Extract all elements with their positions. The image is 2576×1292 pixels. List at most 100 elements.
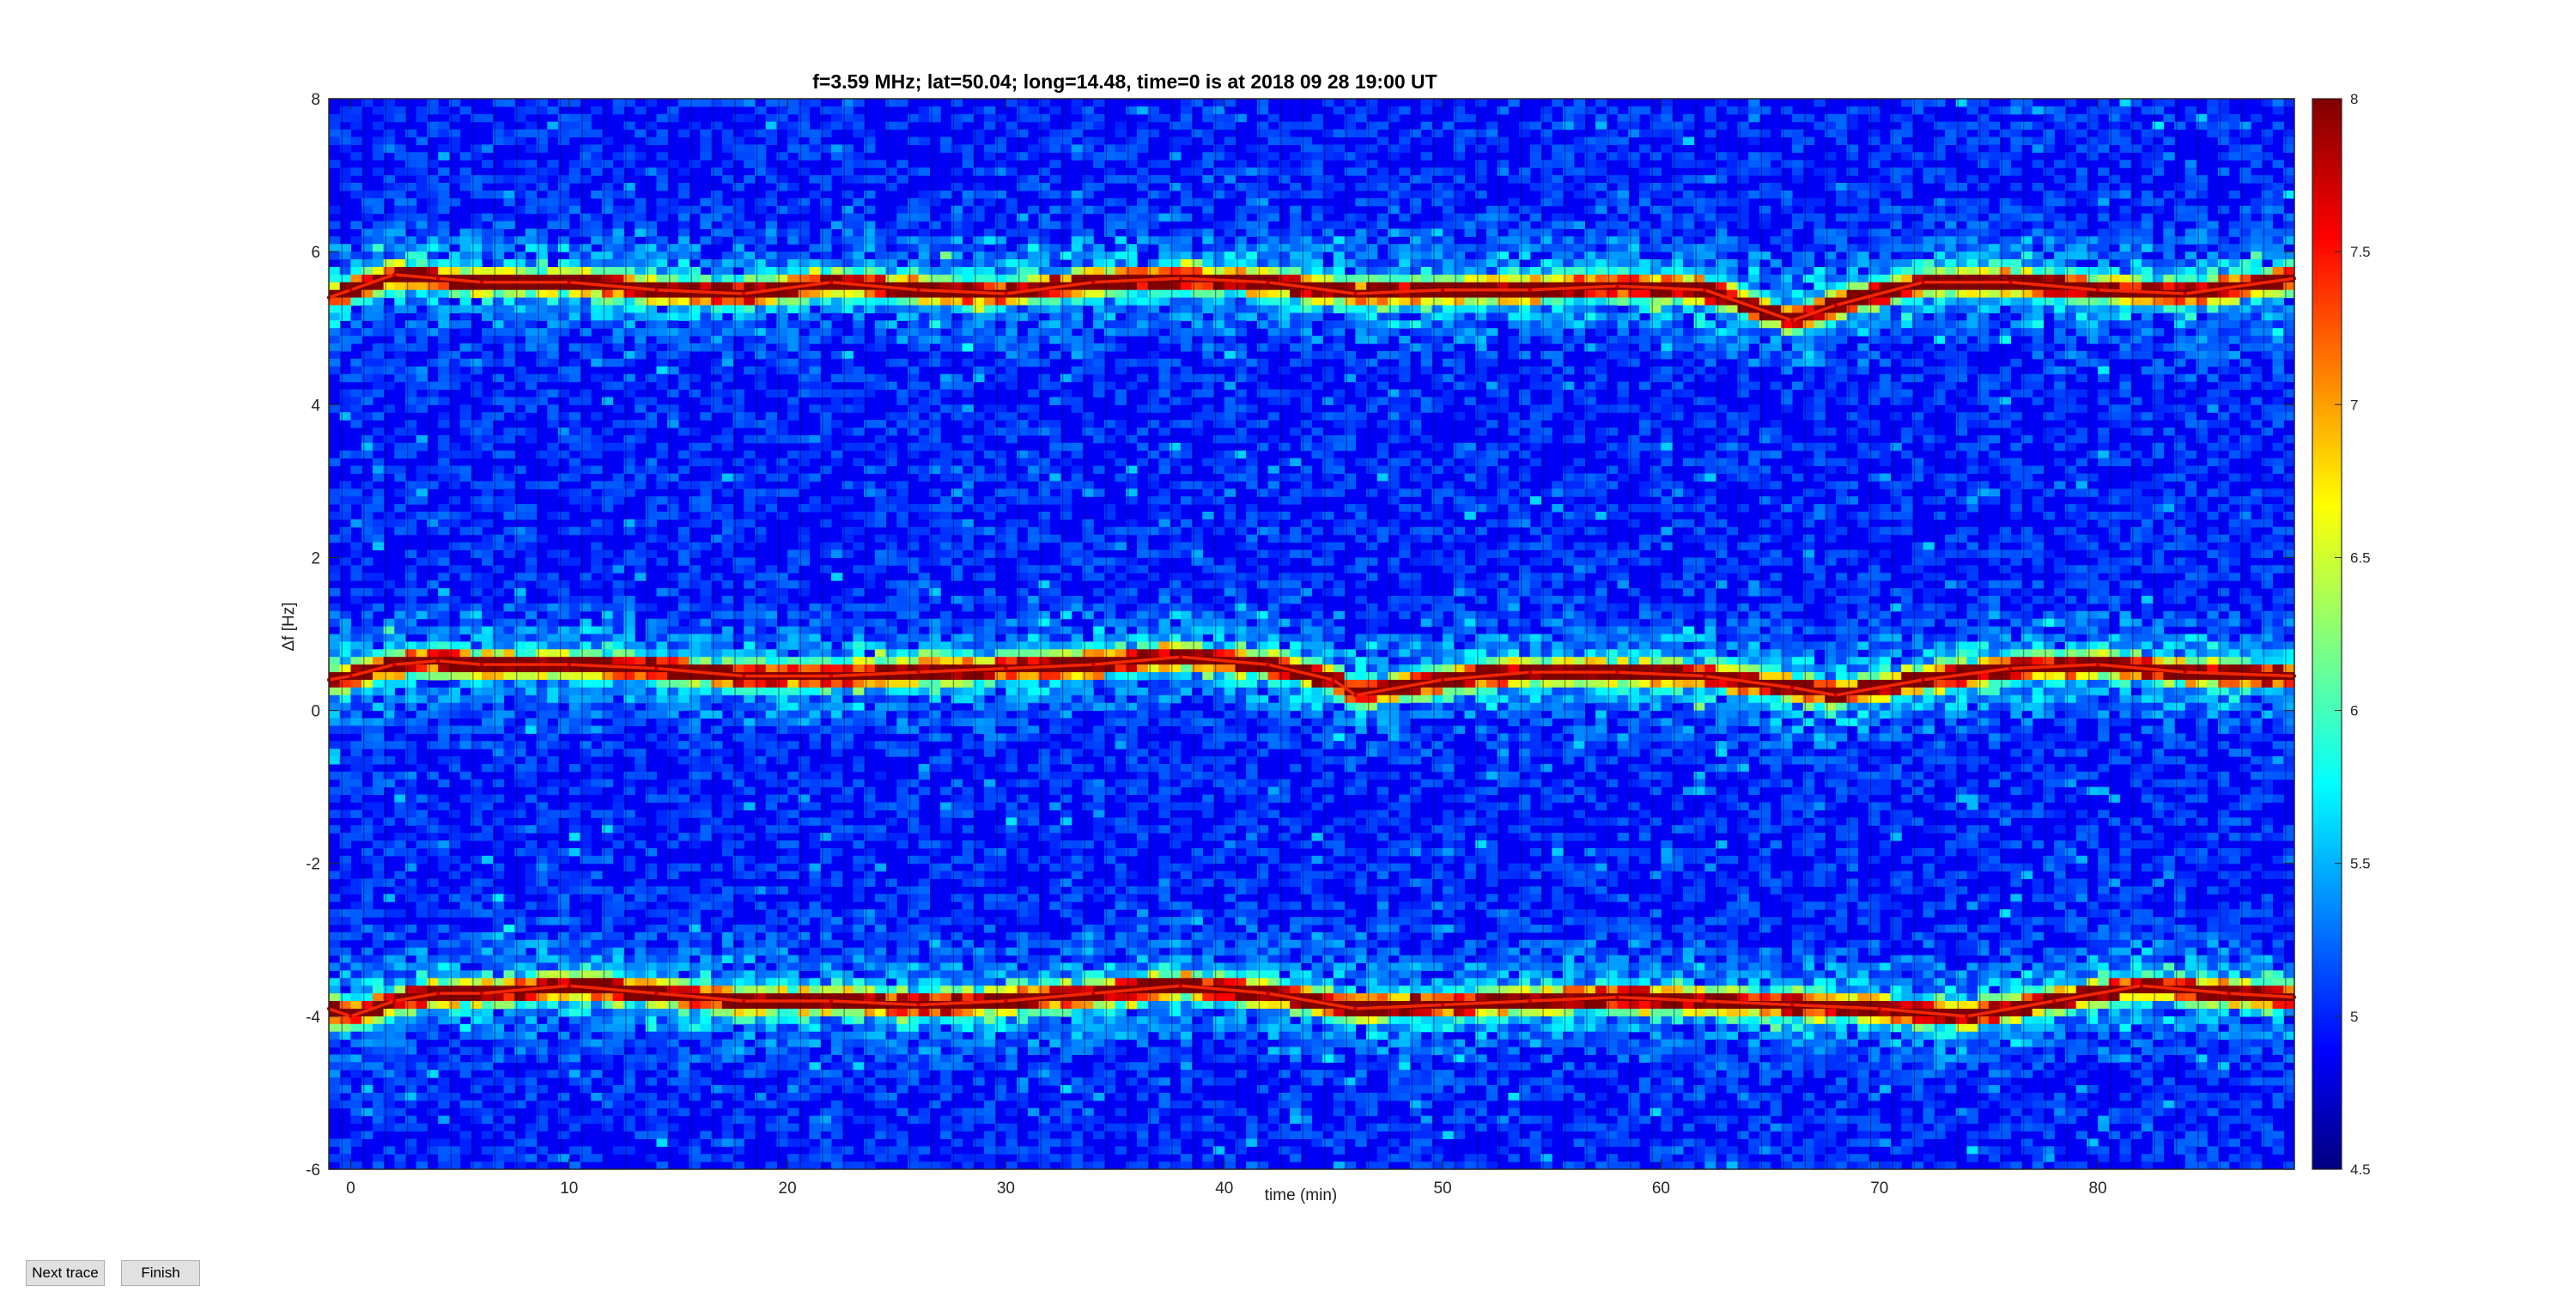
heatmap-cell <box>645 1031 658 1040</box>
heatmap-cell <box>787 259 799 268</box>
heatmap-cell <box>908 1154 920 1162</box>
heatmap-cell <box>896 794 908 803</box>
heatmap-cell <box>536 1107 548 1117</box>
heatmap-cell <box>885 955 897 964</box>
heatmap-cell <box>864 1077 876 1086</box>
heatmap-cell <box>667 870 679 880</box>
heatmap-cell <box>667 320 679 329</box>
heatmap-cell <box>700 542 712 551</box>
heatmap-cell <box>372 786 385 796</box>
heatmap-cell <box>339 1062 351 1071</box>
heatmap-cell <box>831 274 843 283</box>
heatmap-cell <box>471 939 483 949</box>
heatmap-cell <box>547 404 559 413</box>
heatmap-cell <box>558 634 570 642</box>
heatmap-cell <box>558 1009 570 1017</box>
heatmap-cell <box>383 213 395 222</box>
heatmap-cell <box>350 909 362 918</box>
heatmap-cell <box>372 657 385 665</box>
heatmap-cell <box>623 649 635 658</box>
heatmap-cell <box>448 519 461 528</box>
heatmap-cell <box>394 183 406 191</box>
heatmap-cell <box>612 588 624 597</box>
heatmap-cell <box>471 267 483 276</box>
heatmap-cell <box>864 955 876 964</box>
heatmap-cell <box>394 336 406 344</box>
heatmap-cell <box>482 428 494 436</box>
heatmap-cell <box>798 702 811 712</box>
heatmap-cell <box>776 725 788 734</box>
heatmap-cell <box>635 267 647 276</box>
heatmap-cell <box>711 397 723 405</box>
heatmap-cell <box>809 947 821 956</box>
heatmap-cell <box>394 840 406 849</box>
heatmap-cell <box>689 1077 701 1086</box>
heatmap-cell <box>853 336 865 344</box>
heatmap-cell <box>471 786 483 796</box>
heatmap-cell <box>798 289 811 299</box>
heatmap-cell <box>929 970 941 979</box>
heatmap-cell <box>929 1162 941 1170</box>
heatmap-cell <box>416 473 428 482</box>
heatmap-cell <box>755 289 767 299</box>
heatmap-cell <box>558 450 570 459</box>
heatmap-cell <box>645 1077 658 1086</box>
heatmap-cell <box>394 144 406 153</box>
heatmap-cell <box>459 1031 471 1040</box>
heatmap-cell <box>908 343 920 352</box>
heatmap-cell <box>601 672 614 681</box>
heatmap-cell <box>329 756 341 765</box>
heatmap-cell <box>623 1016 635 1025</box>
heatmap-cell <box>361 1085 374 1094</box>
heatmap-cell <box>755 305 767 313</box>
heatmap-cell <box>361 786 374 796</box>
heatmap-cell <box>405 1092 417 1101</box>
heatmap-cell <box>547 993 559 1002</box>
heatmap-cell <box>591 519 603 528</box>
heatmap-cell <box>732 350 744 360</box>
heatmap-cell <box>558 412 570 421</box>
heatmap-cell <box>416 1154 428 1162</box>
heatmap-cell <box>383 634 395 642</box>
heatmap-cell <box>372 297 385 306</box>
heatmap-cell <box>765 687 777 696</box>
heatmap-cell <box>721 297 734 306</box>
heatmap-cell <box>612 894 624 902</box>
heatmap-cell <box>841 825 854 834</box>
heatmap-cell <box>405 519 417 528</box>
heatmap-cell <box>809 1146 821 1155</box>
heatmap-cell <box>448 993 461 1002</box>
heatmap-cell <box>525 289 538 299</box>
heatmap-cell <box>372 305 385 313</box>
heatmap-cell <box>558 679 570 688</box>
heatmap-cell <box>896 710 908 719</box>
heatmap-cell <box>361 672 374 681</box>
heatmap-cell <box>755 1100 767 1109</box>
heatmap-cell <box>809 603 821 612</box>
heatmap-cell <box>339 343 351 352</box>
heatmap-cell <box>635 817 647 826</box>
heatmap-cell <box>448 855 461 864</box>
heatmap-cell <box>755 741 767 749</box>
heatmap-cell <box>601 504 614 513</box>
heatmap-cell <box>329 320 341 329</box>
heatmap-cell <box>612 1039 624 1048</box>
heatmap-cell <box>885 909 897 918</box>
heatmap-cell <box>841 358 854 367</box>
heatmap-cell <box>645 274 658 283</box>
heatmap-cell <box>514 412 526 421</box>
heatmap-cell <box>667 863 679 872</box>
heatmap-cell <box>459 228 471 237</box>
heatmap-cell <box>405 442 417 452</box>
heatmap-cell <box>405 481 417 489</box>
heatmap-cell <box>765 1100 777 1109</box>
heatmap-cell <box>350 289 362 299</box>
heatmap-cell <box>438 634 450 642</box>
heatmap-cell <box>448 939 461 949</box>
heatmap-cell <box>448 1023 461 1033</box>
heatmap-cell <box>438 672 450 681</box>
heatmap-cell <box>896 121 908 130</box>
heatmap-cell <box>831 847 843 857</box>
heatmap-cell <box>918 986 930 994</box>
heatmap-cell <box>591 710 603 719</box>
